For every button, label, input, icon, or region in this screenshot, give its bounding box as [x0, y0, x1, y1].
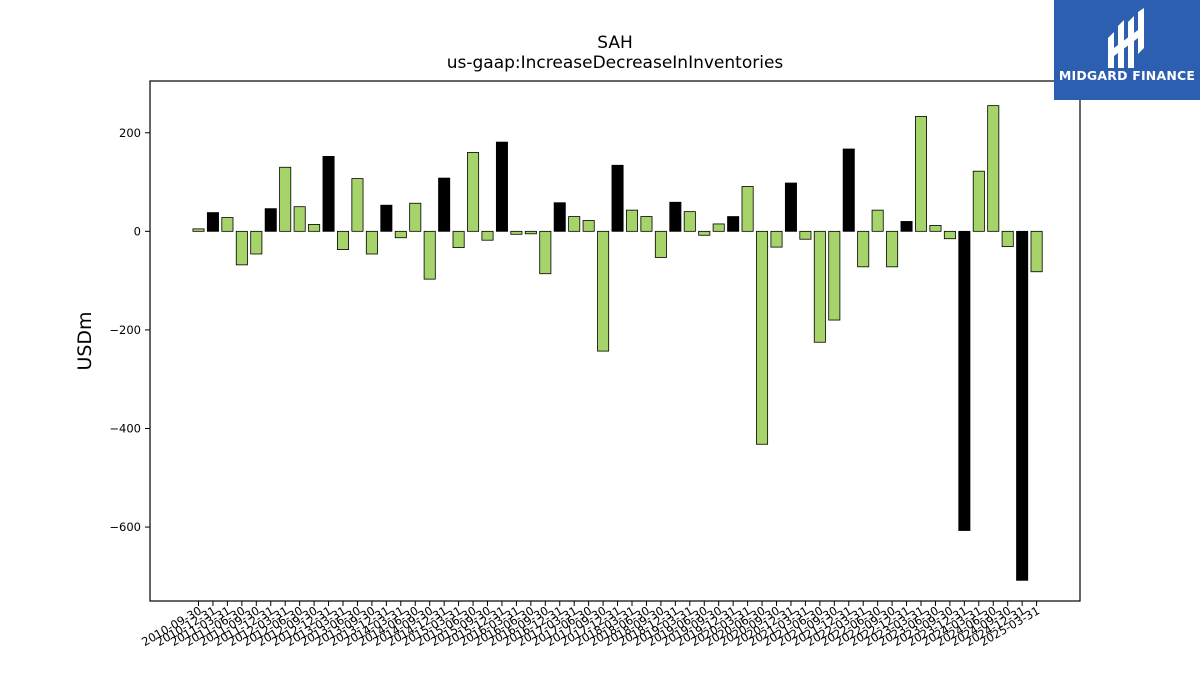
bar-2017-03-31 [568, 216, 581, 232]
bar-2018-09-30 [654, 230, 667, 258]
bar-2012-09-30 [308, 224, 321, 232]
bar-2014-03-31 [394, 230, 407, 239]
bar-2014-12-31 [438, 177, 451, 232]
brand-logo: MIDGARD FINANCE [1054, 0, 1200, 100]
bar-2019-03-31 [683, 211, 696, 232]
y-tick-label: 0 [134, 224, 141, 238]
logo-text: MIDGARD FINANCE [1058, 68, 1196, 83]
bar-2022-09-30 [886, 230, 899, 268]
bar-2018-12-31 [669, 201, 682, 232]
bar-2015-06-30 [467, 152, 480, 232]
bar-2022-06-30 [871, 209, 884, 232]
bar-2011-09-30 [250, 230, 263, 255]
bar-2013-09-30 [365, 230, 378, 255]
bar-2012-06-30 [293, 206, 306, 232]
bar-2016-09-30 [539, 230, 552, 275]
midgard-logo-icon [1108, 8, 1144, 68]
bar-2024-03-31 [972, 170, 985, 232]
bar-2011-06-30 [235, 230, 248, 266]
chart-subtitle: us-gaap:IncreaseDecreaseInInventories [447, 53, 784, 73]
bar-2017-12-31 [611, 164, 624, 232]
y-tick-label: −400 [109, 421, 141, 435]
bar-2013-12-31 [380, 204, 393, 232]
bar-2015-03-31 [452, 230, 465, 249]
bar-2023-06-30 [929, 225, 942, 232]
bar-2024-09-30 [1001, 230, 1014, 248]
bar-2020-06-30 [756, 230, 769, 445]
bar-2014-09-30 [423, 230, 436, 280]
bar-2018-06-30 [640, 216, 653, 232]
y-tick-label: −200 [109, 323, 141, 337]
bar-2024-06-30 [987, 105, 1000, 232]
bar-2020-12-31 [784, 182, 797, 232]
bar-2013-06-30 [351, 178, 364, 232]
bar-2017-06-30 [582, 220, 595, 232]
bar-2021-12-31 [842, 148, 855, 232]
bar-2011-12-31 [264, 208, 277, 232]
bar-2018-03-31 [626, 209, 639, 232]
bar-2014-06-30 [409, 202, 422, 232]
bar-2023-03-31 [915, 116, 928, 232]
y-axis: 200 0 −200 −400 −600 [109, 126, 150, 534]
bar-2023-09-30 [943, 230, 956, 240]
bar-2012-12-31 [322, 156, 335, 232]
bar-2019-09-30 [712, 223, 725, 232]
bar-2022-03-31 [857, 230, 870, 268]
bar-2024-12-31 [1016, 230, 1029, 581]
bar-2011-03-31 [221, 217, 234, 232]
bar-2022-12-31 [900, 221, 913, 232]
bar-2023-12-31 [958, 230, 971, 531]
bar-2021-06-30 [813, 230, 826, 343]
y-axis-label: USDm [74, 311, 96, 370]
bar-2019-12-31 [727, 216, 740, 232]
chart-title: SAH [597, 33, 633, 53]
y-tick-label: 200 [119, 126, 141, 140]
x-axis: 2010-09-302010-12-312011-03-312011-06-30… [139, 601, 1042, 649]
bar-2015-12-31 [495, 141, 508, 232]
bar-2010-09-30 [192, 228, 205, 232]
plot-frame [149, 80, 1081, 602]
bar-2025-03-31 [1030, 230, 1043, 273]
bar-2016-03-31 [510, 230, 523, 235]
bar-2017-09-30 [597, 230, 610, 352]
bar-2013-03-31 [336, 230, 349, 250]
bar-2019-06-30 [698, 230, 711, 236]
bar-2012-03-31 [279, 166, 292, 232]
bar-2020-09-30 [770, 230, 783, 248]
y-tick-label: −600 [109, 520, 141, 534]
bar-2010-12-31 [206, 212, 219, 232]
bars-group [192, 105, 1043, 581]
bar-2021-03-31 [799, 230, 812, 240]
bar-2016-12-31 [553, 202, 566, 232]
bar-2020-03-31 [741, 186, 754, 232]
bar-2021-09-30 [828, 230, 841, 321]
bar-2015-09-30 [481, 230, 494, 241]
bar-2016-06-30 [524, 230, 537, 235]
